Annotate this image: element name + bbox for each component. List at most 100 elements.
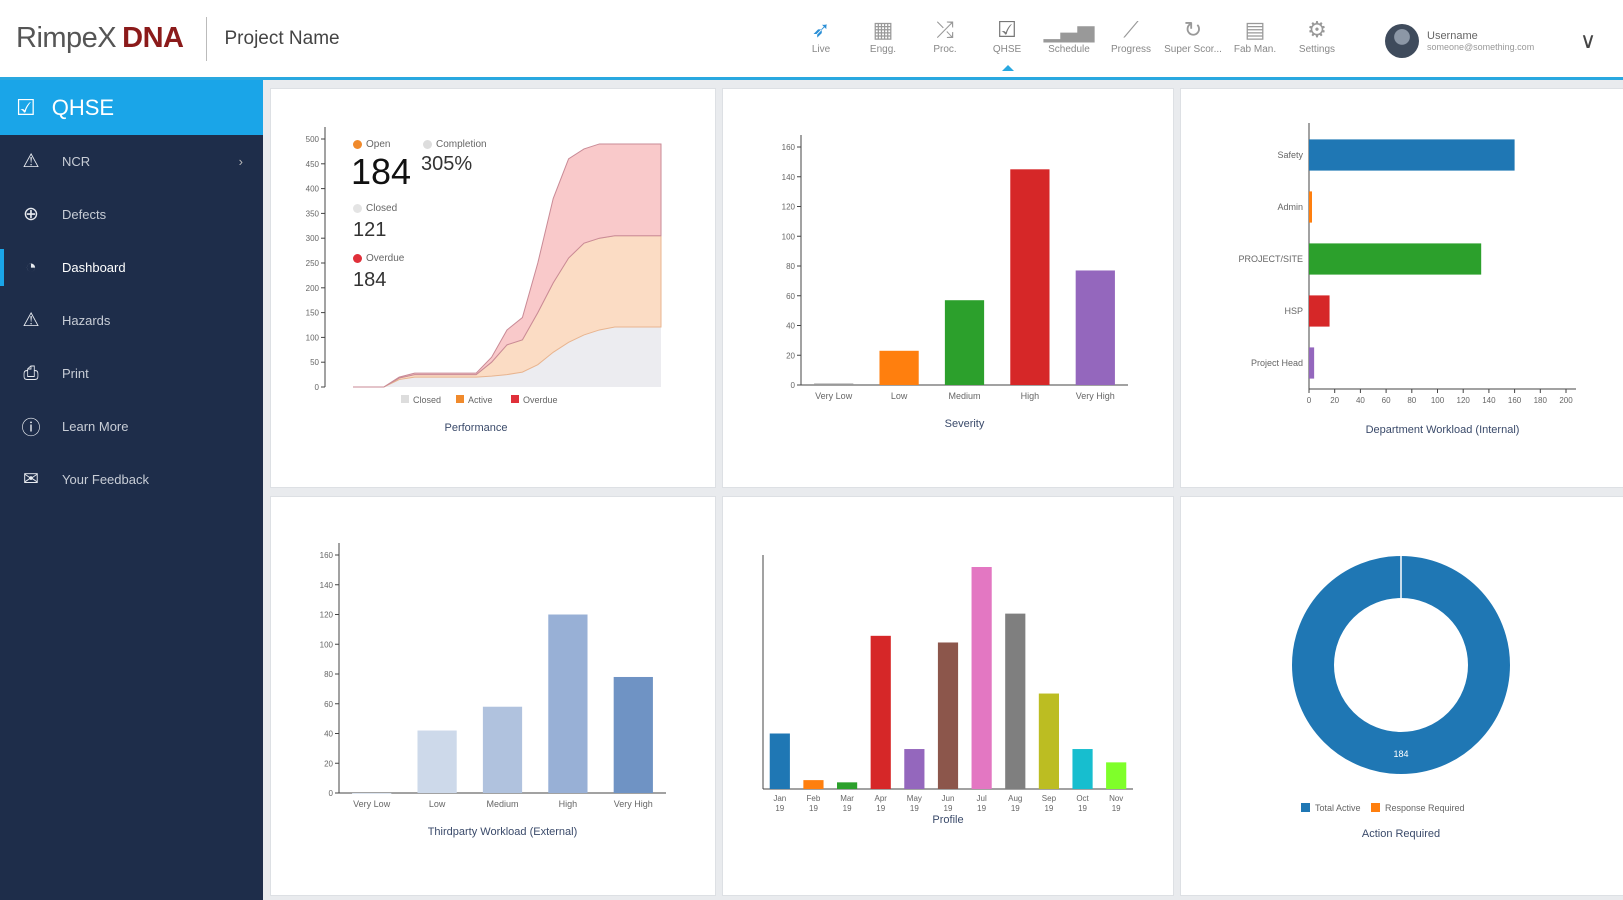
nav-qhse[interactable]: ☑ QHSE — [976, 16, 1038, 71]
bar — [971, 567, 992, 789]
bar — [482, 706, 523, 793]
gear-icon: ⚙ — [1307, 17, 1327, 42]
y-tick-label: 450 — [306, 160, 320, 169]
legend-swatch — [456, 395, 464, 403]
y-tick-label: 80 — [324, 670, 333, 679]
bar — [1038, 693, 1059, 789]
blueprint-icon: ▦ — [872, 17, 894, 42]
legend-swatch — [1371, 803, 1380, 812]
project-name[interactable]: Project Name — [224, 27, 340, 49]
bar — [769, 733, 790, 789]
donut-value-label: 184 — [1393, 749, 1408, 759]
chart-svg: 0 20 40 60 80 100 120 140 160 180 200 Safety Admin PR… — [1238, 123, 1576, 436]
x-tick-label: Very Low — [353, 799, 391, 809]
x-tick-label: Sep — [1042, 794, 1057, 803]
top-header: RimpeX DNA Project Name ➶ Live ▦ Engg. ⤮ Proc.… — [0, 0, 1623, 80]
sidebar-item-hazards[interactable]: ⚠ Hazards — [0, 294, 263, 347]
sidebar-item-label: Print — [62, 366, 89, 381]
nav-live[interactable]: ➶ Live — [790, 16, 852, 55]
dashboard-grid: Open 184 Completion 305% Closed 121 Over… — [270, 88, 1623, 898]
bar — [1309, 347, 1315, 379]
x-tick-label: 120 — [1457, 396, 1471, 405]
info-icon: ⓘ — [21, 418, 41, 439]
chart-title: Performance — [445, 422, 508, 434]
y-tick-label: 60 — [324, 700, 333, 709]
donut-slice-total-active — [1292, 556, 1510, 774]
x-tick-label: 100 — [1431, 396, 1445, 405]
nav-fab-man-[interactable]: ▤ Fab Man. — [1224, 16, 1286, 55]
sidebar-item-print[interactable]: ⎙ Print — [0, 347, 263, 400]
y-tick-label: 400 — [306, 185, 320, 194]
y-tick-label: 140 — [782, 173, 796, 182]
bar — [1106, 762, 1127, 789]
sidebar-item-label: Defects — [62, 207, 107, 222]
bar — [814, 383, 854, 385]
y-tick-label: 160 — [320, 551, 334, 560]
x-tick-label-year: 19 — [775, 804, 784, 813]
legend-label: Total Active — [1315, 803, 1361, 813]
bar — [1309, 139, 1515, 171]
bar — [904, 749, 925, 789]
sidebar-item-ncr[interactable]: ⚠ NCR › — [0, 135, 263, 188]
y-tick-label: Admin — [1277, 202, 1303, 212]
nav-label: Proc. — [933, 44, 957, 55]
y-tick-label: 250 — [306, 259, 320, 268]
x-tick-label: Very Low — [815, 391, 853, 401]
sidebar-item-label: Hazards — [62, 313, 111, 328]
user-email: someone@something.com — [1427, 42, 1535, 52]
x-tick-label: Apr — [875, 794, 888, 803]
y-tick-label: 140 — [320, 581, 334, 590]
x-tick-label: High — [559, 799, 578, 809]
logo[interactable]: RimpeX DNA — [16, 22, 184, 55]
nav-schedule[interactable]: ▁▃▅ Schedule — [1038, 16, 1100, 55]
nav-super-scor-[interactable]: ↻ Super Scor... — [1162, 16, 1224, 55]
x-tick-label-year: 19 — [843, 804, 852, 813]
closed-count: 121 — [353, 219, 387, 241]
severity-panel: 0 20 40 60 80 100 120 140 160 Very Low Low Medium Hi… — [722, 88, 1174, 488]
sidebar-item-dashboard[interactable]: ◔ Dashboard — [0, 241, 263, 294]
y-tick-label: 500 — [306, 135, 320, 144]
sidebar-item-defects[interactable]: ⊕ Defects — [0, 188, 263, 241]
y-tick-label: 100 — [320, 640, 334, 649]
bar — [803, 780, 824, 789]
chart-svg: Jan19Feb19Mar19Apr19May19Jun19Jul19Aug19… — [762, 555, 1133, 826]
bar — [1072, 749, 1093, 789]
x-tick-label-year: 19 — [944, 804, 953, 813]
nav-settings[interactable]: ⚙ Settings — [1286, 16, 1348, 55]
x-tick-label: Nov — [1109, 794, 1123, 803]
nav-engg-[interactable]: ▦ Engg. — [852, 16, 914, 55]
x-tick-label-year: 19 — [1044, 804, 1053, 813]
sidebar-item-learn-more[interactable]: ⓘ Learn More — [0, 400, 263, 453]
x-tick-label: 20 — [1330, 396, 1339, 405]
bars-icon: ▁▃▅ — [1043, 17, 1095, 42]
module-nav: ➶ Live ▦ Engg. ⤮ Proc. ☑ QHSE ▁▃▅ Schedule ⟋ Progre… — [790, 16, 1348, 71]
avatar — [1385, 24, 1419, 58]
logo-bold: DNA — [122, 22, 184, 54]
overdue-count: 184 — [353, 269, 387, 291]
performance-panel: Open 184 Completion 305% Closed 121 Over… — [270, 88, 716, 488]
y-tick-label: 40 — [786, 322, 795, 331]
refresh-icon: ↻ — [1183, 17, 1203, 42]
nav-proc-[interactable]: ⤮ Proc. — [914, 16, 976, 55]
sidebar-item-label: Your Feedback — [62, 472, 149, 487]
y-tick-label: 100 — [782, 232, 796, 241]
legend-label: Overdue — [523, 395, 558, 405]
sidebar-item-your-feedback[interactable]: ✉ Your Feedback — [0, 453, 263, 506]
bar — [548, 614, 588, 793]
chevron-down-icon[interactable]: ∨ — [1580, 28, 1597, 53]
user-menu[interactable]: Username someone@something.com — [1385, 24, 1534, 58]
bar — [837, 782, 858, 789]
y-tick-label: Safety — [1277, 150, 1303, 160]
chart-svg: 0 50 100 150 200 250 300 350 400 450 500 Closed Acti… — [306, 127, 662, 434]
legend-label: Active — [468, 395, 493, 405]
sidebar-header[interactable]: ☑ QHSE — [0, 80, 263, 135]
y-tick-label: 50 — [310, 358, 319, 367]
chart-svg: 0 20 40 60 80 100 120 140 160 Very Low Low Medium Hi… — [320, 543, 666, 838]
closed-label: Closed — [366, 203, 398, 214]
x-tick-label: 160 — [1508, 396, 1522, 405]
crosshair-icon: ⊕ — [23, 204, 39, 225]
nav-progress[interactable]: ⟋ Progress — [1100, 16, 1162, 55]
x-tick-label: 60 — [1382, 396, 1391, 405]
x-tick-label: Medium — [486, 799, 518, 809]
x-tick-label: 40 — [1356, 396, 1365, 405]
